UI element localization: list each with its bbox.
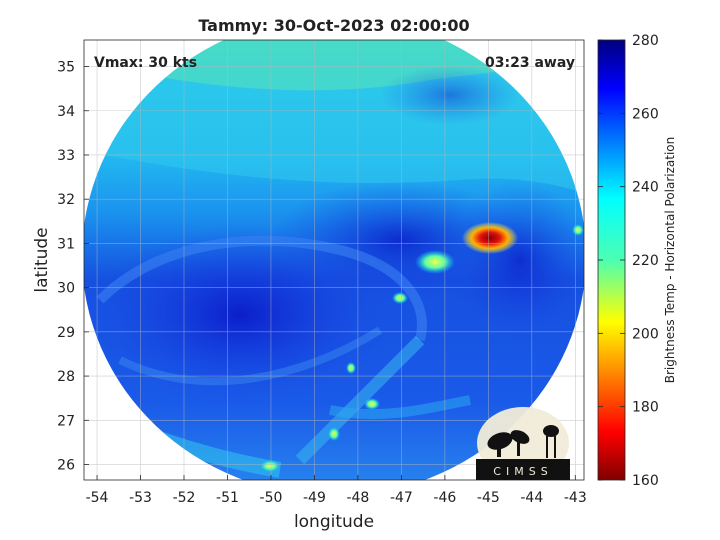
x-tick-label: -51 [216, 490, 239, 506]
y-tick-label: 31 [57, 236, 75, 252]
x-tick-label: -45 [477, 490, 500, 506]
x-axis-ticks: -54 -53 -52 -51 -50 -49 -48 -47 -46 -45 -44 -43 [86, 475, 587, 506]
y-axis-label: latitude [32, 227, 52, 292]
x-tick-label: -44 [520, 490, 543, 506]
gridlines [84, 40, 584, 480]
cimss-logo: CIMSS [476, 407, 570, 480]
x-tick-label: -49 [303, 490, 326, 506]
axes-box [83, 39, 585, 481]
y-tick-label: 26 [57, 458, 75, 474]
convective-cell [328, 427, 340, 441]
y-tick-label: 32 [57, 192, 75, 208]
convective-cell [392, 292, 408, 304]
y-tick-label: 28 [57, 369, 75, 385]
x-tick-label: -50 [260, 490, 283, 506]
chart-title: Tammy: 30-Oct-2023 02:00:00 [198, 16, 469, 35]
x-tick-label: -54 [86, 490, 109, 506]
colorbar-tick-label: 220 [632, 253, 659, 269]
vmax-label: Vmax: 30 kts [94, 55, 197, 71]
y-tick-label: 35 [57, 60, 75, 76]
y-tick-label: 34 [57, 104, 75, 120]
x-tick-label: -46 [433, 490, 456, 506]
colorbar-label: Brightness Temp - Horizontal Polarizatio… [663, 137, 677, 384]
colorbar-tick-label: 260 [632, 106, 659, 122]
colorbar-tick-label: 160 [632, 473, 659, 489]
y-tick-label: 33 [57, 148, 75, 164]
x-axis-label: longitude [294, 512, 374, 532]
time-away-label: 03:23 away [485, 55, 575, 71]
colorbar-ticks: 280 260 240 220 200 180 160 [598, 33, 659, 489]
convective-cell [260, 460, 280, 472]
convective-core [462, 222, 518, 254]
colorbar-tick-label: 200 [632, 326, 659, 342]
convective-cell [415, 250, 455, 274]
x-tick-label: -47 [390, 490, 413, 506]
colorbar-tick-label: 240 [632, 180, 659, 196]
convective-cell [364, 398, 380, 410]
y-tick-label: 30 [57, 281, 75, 297]
x-tick-label: -43 [564, 490, 587, 506]
y-tick-label: 29 [57, 325, 75, 341]
y-tick-label: 27 [57, 413, 75, 429]
x-tick-label: -48 [346, 490, 369, 506]
convective-cell [346, 362, 356, 374]
logo-text: CIMSS [493, 465, 552, 478]
x-tick-label: -52 [173, 490, 196, 506]
colorbar-tick-label: 180 [632, 400, 659, 416]
convective-cell [572, 224, 584, 236]
y-axis-ticks: 26 27 28 29 30 31 32 33 34 35 [57, 60, 89, 474]
colorbar-tick-label: 280 [632, 33, 659, 49]
x-tick-label: -53 [129, 490, 152, 506]
